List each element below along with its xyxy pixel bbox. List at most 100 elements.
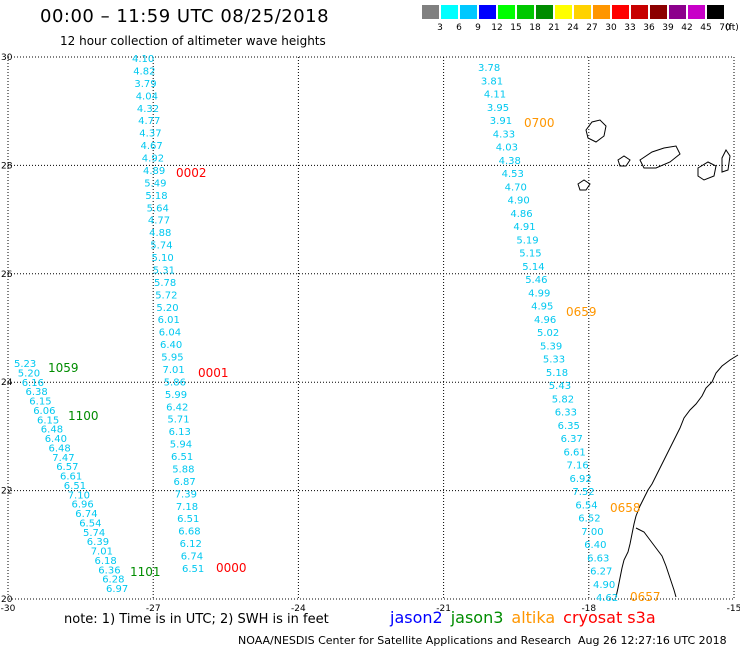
wave-height-label: 4.03 bbox=[496, 143, 518, 154]
wave-height-label: 6.04 bbox=[159, 328, 181, 339]
wave-height-label: 5.39 bbox=[540, 341, 562, 352]
wave-height-label: 4.77 bbox=[138, 116, 160, 127]
wave-height-label: 6.52 bbox=[578, 514, 600, 525]
wave-height-label: 4.96 bbox=[534, 315, 556, 326]
wave-height-label: 6.16 bbox=[22, 378, 44, 389]
wave-height-label: 4.11 bbox=[484, 90, 506, 101]
latitude-tick-label: 20 bbox=[1, 595, 13, 605]
wave-height-label: 4.62 bbox=[596, 593, 618, 604]
wave-height-label: 3.81 bbox=[481, 76, 503, 87]
wave-height-label: 6.40 bbox=[584, 540, 606, 551]
wave-height-label: 6.63 bbox=[587, 553, 609, 564]
wave-height-label: 6.36 bbox=[98, 565, 120, 576]
wave-height-label: 5.86 bbox=[164, 377, 186, 388]
wave-height-label: 6.96 bbox=[72, 500, 94, 511]
wave-height-label: 6.27 bbox=[590, 567, 612, 578]
color-swatch bbox=[612, 5, 629, 19]
wave-height-label: 6.61 bbox=[564, 447, 586, 458]
wave-height-label: 6.35 bbox=[558, 421, 580, 432]
wave-height-label: 4.04 bbox=[136, 91, 158, 102]
wave-height-label: 4.91 bbox=[513, 222, 535, 233]
wave-height-label: 3.91 bbox=[490, 116, 512, 127]
legend-entry-jason2: jason2 bbox=[390, 608, 443, 627]
canary-island-fuerteventura bbox=[721, 149, 731, 173]
wave-height-label: 4.33 bbox=[493, 129, 515, 140]
wave-height-label: 6.18 bbox=[95, 556, 117, 567]
wave-height-label: 5.64 bbox=[147, 203, 169, 214]
color-swatch bbox=[460, 5, 477, 19]
wave-height-label: 4.89 bbox=[143, 166, 165, 177]
wave-height-label: 4.82 bbox=[133, 66, 155, 77]
latitude-tick-label: 22 bbox=[1, 487, 12, 497]
color-scale-label: 15 bbox=[510, 23, 522, 33]
wave-height-label: 3.78 bbox=[478, 63, 500, 74]
wave-height-label: 7.16 bbox=[567, 461, 589, 472]
wave-height-label: 5.82 bbox=[552, 394, 574, 405]
wave-height-label: 6.13 bbox=[169, 427, 191, 438]
longitude-tick-label: -30 bbox=[1, 604, 16, 614]
wave-height-label: 4.90 bbox=[593, 580, 615, 591]
wave-height-label: 4.70 bbox=[505, 182, 527, 193]
color-scale-label: 30 bbox=[605, 23, 617, 33]
color-scale-label: 18 bbox=[529, 23, 541, 33]
color-scale-label: 36 bbox=[643, 23, 655, 33]
wave-height-label: 7.39 bbox=[175, 489, 197, 500]
wave-height-label: 4.99 bbox=[528, 288, 550, 299]
color-swatch bbox=[517, 5, 534, 19]
canary-island-tenerife bbox=[639, 145, 681, 169]
wave-height-label: 3.95 bbox=[487, 103, 509, 114]
wave-height-label: 6.51 bbox=[171, 452, 193, 463]
wave-height-label: 5.15 bbox=[519, 249, 541, 260]
wave-height-label: 6.15 bbox=[37, 415, 59, 426]
color-swatch bbox=[422, 5, 439, 19]
color-scale-label: 42 bbox=[681, 23, 693, 33]
longitude-tick-label: -21 bbox=[436, 604, 451, 614]
map-title: 00:00 – 11:59 UTC 08/25/2018 bbox=[40, 6, 330, 27]
longitude-tick-label: -27 bbox=[146, 604, 161, 614]
wave-height-label: 5.20 bbox=[156, 303, 178, 314]
wave-height-label: 6.06 bbox=[33, 406, 55, 417]
wave-height-label: 5.99 bbox=[165, 390, 187, 401]
color-swatch bbox=[479, 5, 496, 19]
latitude-tick-label: 26 bbox=[1, 270, 13, 280]
coastline-layer bbox=[577, 119, 739, 598]
pass-time-label: 1059 bbox=[48, 361, 79, 375]
longitude-tick-label: -24 bbox=[291, 604, 306, 614]
track-east: 3.78 3.81 4.11 3.95 3.91 4.33 4.03 4.38 4.53 4.70… bbox=[478, 63, 661, 604]
wave-height-label: 5.71 bbox=[167, 415, 189, 426]
wave-height-label: 6.54 bbox=[575, 500, 597, 511]
altimeter-tracks: 5.235.206.166.386.156.066.156.486.406.48… bbox=[14, 54, 661, 604]
wave-height-label: 5.18 bbox=[145, 191, 167, 202]
wave-height-label: 5.33 bbox=[543, 355, 565, 366]
wave-height-label: 5.19 bbox=[516, 235, 538, 246]
pass-time-label: 1101 bbox=[130, 565, 161, 579]
wave-height-label: 6.40 bbox=[45, 434, 67, 445]
pass-time-label: 0657 bbox=[630, 590, 661, 604]
wave-height-label: 5.43 bbox=[549, 381, 571, 392]
wave-height-label: 7.47 bbox=[52, 453, 74, 464]
color-swatch bbox=[631, 5, 648, 19]
legend-entry-altika: altika bbox=[511, 608, 556, 627]
pass-time-label: 0658 bbox=[610, 501, 641, 515]
color-scale-label: 21 bbox=[548, 23, 560, 33]
wave-height-label: 7.10 bbox=[68, 490, 90, 501]
color-scale-label: 70 bbox=[719, 23, 731, 33]
wave-height-label: 5.20 bbox=[18, 368, 40, 379]
color-swatch bbox=[574, 5, 591, 19]
latitude-tick-label: 24 bbox=[1, 378, 13, 388]
wave-height-label: 7.18 bbox=[176, 502, 198, 513]
wave-height-label: 6.39 bbox=[87, 537, 109, 548]
color-swatch bbox=[441, 5, 458, 19]
wave-height-label: 4.90 bbox=[508, 196, 530, 207]
wave-height-label: 5.46 bbox=[525, 275, 547, 286]
wave-height-label: 5.88 bbox=[172, 465, 194, 476]
track-west-near: 5.235.206.166.386.156.066.156.486.406.48… bbox=[14, 359, 161, 595]
pass-time-label: 0000 bbox=[216, 561, 247, 575]
wave-height-label: 6.42 bbox=[166, 402, 188, 413]
wave-height-label: 7.01 bbox=[163, 365, 185, 376]
wave-height-label: 6.92 bbox=[570, 474, 592, 485]
wave-height-label: 5.31 bbox=[153, 266, 175, 277]
wave-height-label: 6.33 bbox=[555, 408, 577, 419]
wave-height-label: 5.72 bbox=[155, 290, 177, 301]
wave-height-label: 6.48 bbox=[49, 443, 71, 454]
